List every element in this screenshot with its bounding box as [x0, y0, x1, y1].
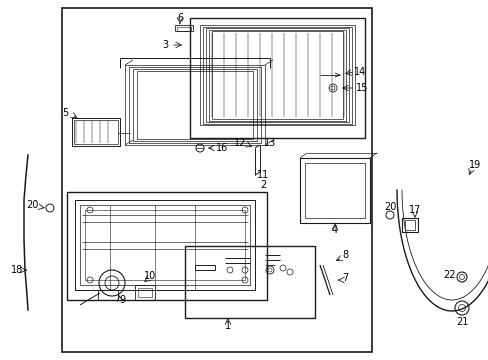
Bar — [74, 120, 118, 144]
Bar — [212, 31, 342, 119]
Text: 14: 14 — [353, 67, 366, 77]
Bar — [80, 205, 249, 285]
Bar — [305, 163, 364, 218]
Bar — [133, 69, 257, 141]
Bar — [62, 8, 371, 352]
Text: 21: 21 — [455, 317, 467, 327]
Text: 3: 3 — [162, 40, 168, 50]
Bar — [299, 158, 369, 223]
Bar — [401, 218, 417, 232]
Text: 1: 1 — [224, 321, 231, 331]
Text: 7: 7 — [341, 273, 347, 283]
Bar — [404, 220, 414, 230]
Text: 20: 20 — [26, 200, 38, 210]
Bar — [75, 200, 254, 290]
Text: 18: 18 — [11, 265, 23, 275]
Bar — [98, 290, 118, 300]
Text: 5: 5 — [62, 108, 68, 118]
Bar — [138, 288, 152, 297]
Text: 22: 22 — [443, 270, 455, 280]
Bar — [135, 285, 155, 300]
Text: 4: 4 — [331, 225, 337, 235]
Bar — [203, 27, 351, 123]
Text: 13: 13 — [264, 138, 276, 148]
Text: 15: 15 — [355, 83, 367, 93]
Bar — [175, 25, 193, 31]
Bar — [67, 192, 266, 300]
Bar — [125, 65, 264, 145]
Bar — [85, 210, 244, 280]
Bar — [184, 246, 314, 318]
Bar — [137, 71, 252, 139]
Bar — [177, 27, 191, 31]
Text: 8: 8 — [341, 250, 347, 260]
Bar — [190, 18, 364, 138]
Bar — [129, 67, 261, 143]
Text: 9: 9 — [119, 295, 125, 305]
Bar — [205, 28, 348, 122]
Bar — [200, 25, 354, 125]
Bar — [208, 30, 346, 121]
Text: 19: 19 — [468, 160, 480, 170]
Text: 17: 17 — [408, 205, 420, 215]
Text: 2: 2 — [259, 180, 265, 190]
Text: 20: 20 — [383, 202, 395, 212]
Text: 12: 12 — [233, 138, 245, 148]
Text: 16: 16 — [215, 143, 228, 153]
Bar — [72, 118, 120, 146]
Text: 10: 10 — [143, 271, 156, 281]
Text: 6: 6 — [177, 13, 183, 23]
Text: 11: 11 — [256, 170, 268, 180]
